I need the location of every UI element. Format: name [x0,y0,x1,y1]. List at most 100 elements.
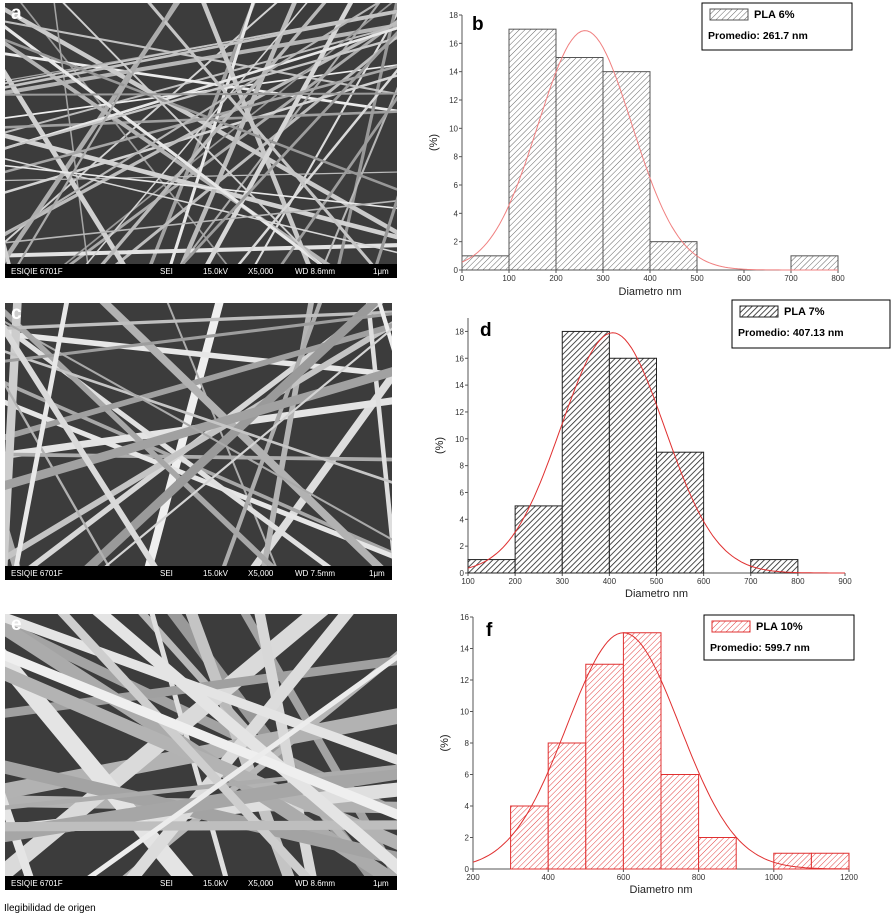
fiber-strand [5,648,194,876]
voltage-label: 15.0kV [203,267,228,276]
histogram-bar [561,330,610,574]
fiber-strand [179,3,297,264]
magnification-label: X5,000 [248,879,274,888]
y-tick-label: 14 [449,68,458,77]
y-tick-label: 12 [455,408,464,417]
fiber-strand [57,614,312,876]
y-tick-label: 2 [454,238,459,247]
fiber-strand [5,158,397,254]
fiber-strand [5,243,397,258]
y-tick-label: 8 [454,153,459,162]
x-tick-label: 800 [692,873,706,882]
scale-label: 1μm [373,267,389,276]
x-tick-label: 700 [784,274,798,283]
x-tick-label: 300 [556,577,570,586]
fiber-strand [5,325,158,566]
sem-info-bar: ESIQIE 6701F SEI 15.0kV X5,000 WD 8.6mm … [5,876,397,890]
x-tick-label: 900 [838,577,852,586]
y-tick-label: 2 [465,834,470,843]
working-distance-label: WD 8.6mm [295,267,335,276]
y-tick-label: 6 [465,771,470,780]
magnification-label: X5,000 [248,267,274,276]
mode-label: SEI [160,267,173,276]
working-distance-label: WD 8.6mm [295,879,335,888]
fiber-strand [5,820,397,832]
fiber-strand [5,10,397,89]
fiber-strand [99,303,384,566]
fiber-strand [147,3,374,264]
fiber-strand [5,36,397,150]
legend-swatch [739,305,779,318]
y-tick-label: 14 [455,381,464,390]
fiber-texture [5,303,392,566]
scale-label: 1μm [369,569,385,578]
x-tick-label: 200 [549,274,563,283]
fiber-strand [365,303,392,560]
fiber-strand [5,764,397,810]
x-axis-label: Diametro nm [625,588,688,600]
y-tick-label: 14 [460,645,469,654]
y-tick-label: 10 [455,435,464,444]
fiber-strand [5,614,397,765]
x-tick-label: 400 [643,274,657,283]
footer-note: Ilegibilidad de origen [4,903,96,914]
fiber-strand [5,164,397,209]
voltage-label: 15.0kV [203,879,228,888]
fiber-texture [5,3,397,264]
legend-series-label: PLA 6% [754,9,795,21]
panel-letter: a [11,3,22,24]
x-tick-label: 200 [508,577,522,586]
y-tick-label: 10 [460,708,469,717]
fiber-strand [5,38,397,191]
magnification-label: X5,000 [248,569,274,578]
fiber-strand [5,25,397,134]
x-tick-label: 400 [542,873,556,882]
y-tick-label: 4 [465,802,470,811]
panel-letter: c [11,303,22,324]
y-tick-label: 2 [460,542,465,551]
fiber-strand [5,452,392,462]
y-axis-label: (%) [439,734,451,751]
y-tick-label: 8 [465,739,470,748]
y-tick-label: 6 [454,181,459,190]
x-axis-label: Diametro nm [619,286,682,298]
fiber-strand [68,19,397,264]
fiber-strand [104,327,392,566]
legend-mean-label: Promedio: 261.7 nm [708,30,808,42]
y-tick-label: 4 [460,515,465,524]
histogram-bar [622,632,662,870]
fiber-strand [13,303,69,566]
fiber-strand [180,30,397,264]
legend-swatch [711,620,751,633]
y-tick-label: 0 [454,266,459,275]
legend-mean-label: Promedio: 407.13 nm [738,327,844,339]
fiber-strand [221,303,323,566]
fiber-strand [377,303,392,352]
histogram-bar [649,241,698,271]
fiber-texture [5,614,397,876]
x-tick-label: 800 [791,577,805,586]
histogram-bar [510,805,549,870]
fiber-strand [63,3,393,264]
fiber-strand [5,760,397,866]
x-tick-label: 500 [690,274,704,283]
x-tick-label: 600 [617,873,631,882]
mode-label: SEI [160,879,173,888]
histogram-bar [656,451,705,574]
fiber-strand [375,195,397,264]
histogram-bar [508,28,557,271]
fiber-strand [100,3,327,264]
sem-image-e: e ESIQIE 6701F SEI 15.0kV X5,000 WD 8.6m… [5,614,397,890]
x-tick-label: 1000 [765,873,783,882]
fiber-strand [92,614,397,875]
fiber-strand [5,367,392,491]
instrument-label: ESIQIE 6701F [11,879,63,888]
y-tick-label: 12 [460,676,469,685]
histogram-bar [810,852,850,870]
histogram-bar [514,505,563,574]
voltage-label: 15.0kV [203,569,228,578]
scale-label: 1μm [373,879,389,888]
fiber-strand [62,3,321,264]
